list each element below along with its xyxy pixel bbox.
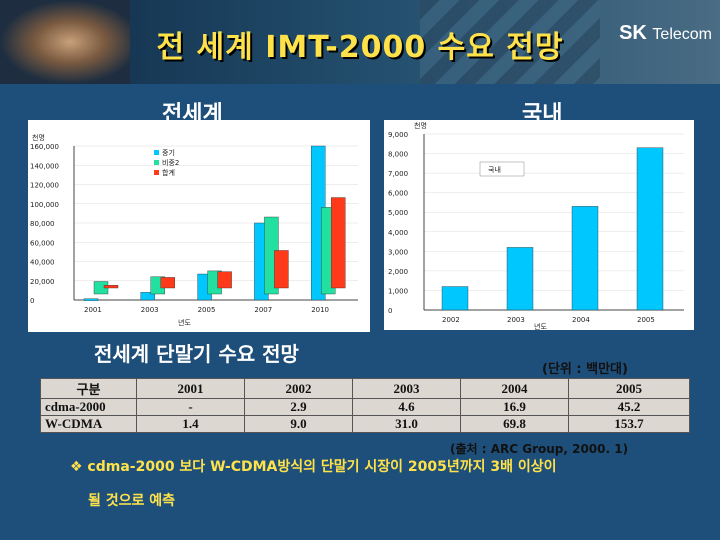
- y-tick-label: 9,000: [388, 131, 408, 139]
- bar: [103, 285, 119, 289]
- y-tick-label: 120,000: [30, 182, 59, 190]
- y-tick-label: 7,000: [388, 170, 408, 178]
- x-tick-label: 2004: [572, 316, 590, 324]
- bar: [506, 247, 534, 311]
- table-header-cell: 구분: [40, 378, 137, 399]
- y-tick-label: 8,000: [388, 151, 408, 159]
- table-cell: 45.2: [568, 398, 690, 416]
- bar: [140, 292, 156, 301]
- forecast-note-line2: 될 것으로 예측: [88, 493, 176, 509]
- x-tick-label: 2001: [84, 306, 102, 314]
- y-tick-label: 140,000: [30, 162, 59, 170]
- page-title: 전 세계 IMT-2000 수요 전망: [156, 30, 564, 65]
- table-cell: 2.9: [244, 398, 353, 416]
- bar: [217, 271, 232, 289]
- x-tick-label: 2003: [141, 306, 159, 314]
- table-cell: 16.9: [460, 398, 569, 416]
- table-cell: W-CDMA: [40, 415, 137, 433]
- legend-swatch: [154, 170, 159, 175]
- table-header-cell: 2003: [352, 378, 461, 399]
- x-tick-label: 2003: [507, 316, 525, 324]
- legend-box: [479, 161, 525, 177]
- header-photo: [0, 0, 130, 84]
- x-tick-label: 2005: [637, 316, 655, 324]
- world-device-heading: 전세계 단말기 수요 전망: [94, 342, 299, 366]
- domestic-demand-chart: 천명 0 1,000 2,000 3,000 4,000 5,000 6,000 7,000 8,…: [384, 120, 694, 330]
- forecast-note-line1: ❖ cdma-2000 보다 W-CDMA방식의 단말기 시장이 2005년까지…: [70, 459, 557, 475]
- header-banner: 전 세계 IMT-2000 수요 전망 SK Telecom: [0, 0, 720, 84]
- table-row: cdma-2000 - 2.9 4.6 16.9 45.2: [40, 398, 690, 416]
- bar: [274, 250, 289, 289]
- y-tick-label: 20,000: [30, 278, 55, 286]
- y-tick-label: 0: [388, 307, 392, 315]
- table-row: W-CDMA 1.4 9.0 31.0 69.8 153.7: [40, 415, 690, 433]
- bar: [83, 298, 99, 301]
- y-tick-label: 1,000: [388, 287, 408, 295]
- table-cell: 31.0: [352, 415, 461, 433]
- y-tick-label: 40,000: [30, 259, 55, 267]
- y-tick-label: 100,000: [30, 201, 59, 209]
- y-axis-label: 천명: [414, 121, 427, 130]
- y-tick-label: 60,000: [30, 239, 55, 247]
- y-tick-label: 3,000: [388, 248, 408, 256]
- y-tick-label: 80,000: [30, 220, 55, 228]
- x-tick-label: 2007: [254, 306, 272, 314]
- x-tick-label: 2002: [442, 316, 460, 324]
- table-header-row: 구분 2001 2002 2003 2004 2005: [40, 378, 690, 399]
- table-header-cell: 2001: [136, 378, 245, 399]
- table-cell: 9.0: [244, 415, 353, 433]
- table-cell: 4.6: [352, 398, 461, 416]
- table-cell: 69.8: [460, 415, 569, 433]
- bar: [331, 197, 346, 289]
- bar: [441, 286, 469, 311]
- y-tick-label: 2,000: [388, 268, 408, 276]
- x-tick-label: 2010: [311, 306, 329, 314]
- y-tick-label: 6,000: [388, 190, 408, 198]
- table-cell: 1.4: [136, 415, 245, 433]
- device-demand-table: 구분 2001 2002 2003 2004 2005 cdma-2000 - …: [40, 378, 690, 433]
- y-tick-label: 4,000: [388, 229, 408, 237]
- legend-label: 비중2: [162, 158, 179, 167]
- x-tick-label: 2005: [198, 306, 216, 314]
- bar: [160, 277, 176, 289]
- x-axis-label: 년도: [178, 318, 191, 327]
- table-source: (출처 : ARC Group, 2000. 1): [450, 442, 629, 456]
- company-logo: SK Telecom: [619, 22, 712, 44]
- world-demand-chart: 천명 0 20,000 40,000 60,000 80,000 100,000 120,00…: [28, 120, 370, 332]
- x-axis-label: 년도: [534, 322, 547, 330]
- y-axis-label: 천명: [32, 133, 45, 142]
- legend-label: 국내: [488, 165, 501, 174]
- table-cell: -: [136, 398, 245, 416]
- bar: [571, 206, 599, 311]
- table-header-cell: 2004: [460, 378, 569, 399]
- legend-label: 중기: [162, 148, 175, 157]
- table-header-cell: 2002: [244, 378, 353, 399]
- table-unit: (단위 : 백만대): [542, 362, 628, 377]
- table-cell: 153.7: [568, 415, 690, 433]
- legend-swatch: [154, 160, 159, 165]
- y-tick-label: 160,000: [30, 143, 59, 151]
- y-tick-label: 5,000: [388, 209, 408, 217]
- y-tick-label: 0: [30, 297, 34, 305]
- legend-swatch: [154, 150, 159, 155]
- header-phone-image: [420, 0, 600, 84]
- bar: [636, 147, 664, 311]
- legend-label: 합계: [162, 168, 175, 177]
- table-header-cell: 2005: [568, 378, 690, 399]
- table-cell: cdma-2000: [40, 398, 137, 416]
